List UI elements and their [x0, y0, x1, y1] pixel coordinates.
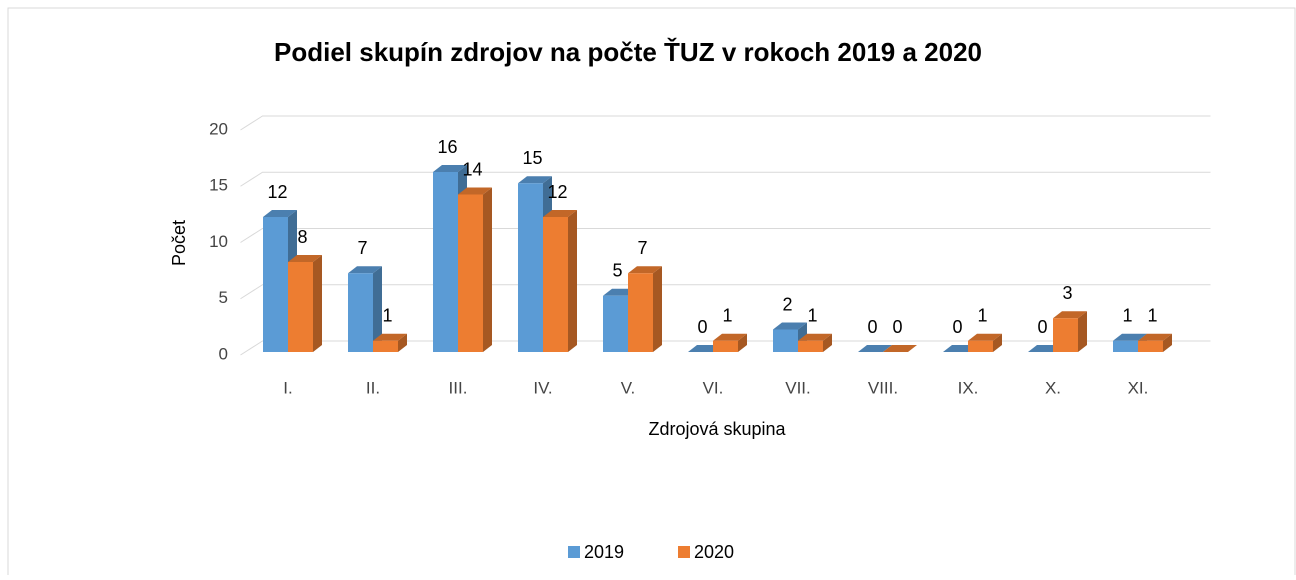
x-tick-label: IX.	[958, 378, 979, 397]
data-label: 14	[462, 159, 482, 179]
bar	[798, 341, 823, 352]
data-label: 1	[1147, 306, 1157, 326]
y-tick-label: 15	[209, 176, 228, 195]
bar-side	[313, 255, 322, 352]
bar	[518, 183, 543, 352]
legend-swatch	[568, 546, 580, 558]
bar	[543, 217, 568, 352]
bar	[288, 262, 313, 352]
data-label: 7	[637, 238, 647, 258]
y-tick-label: 0	[219, 344, 228, 363]
bar	[263, 217, 288, 352]
data-label: 8	[297, 227, 307, 247]
data-label: 0	[1037, 317, 1047, 337]
bar	[968, 341, 993, 352]
chart-title: Podiel skupín zdrojov na počte ŤUZ v rok…	[274, 37, 982, 67]
x-tick-label: X.	[1045, 378, 1061, 397]
y-tick-label: 10	[209, 232, 228, 251]
bar	[348, 273, 373, 352]
data-label: 12	[547, 182, 567, 202]
data-label: 0	[952, 317, 962, 337]
x-tick-label: I.	[283, 378, 292, 397]
x-axis-label: Zdrojová skupina	[648, 419, 786, 439]
data-label: 0	[697, 317, 707, 337]
data-label: 12	[267, 182, 287, 202]
x-tick-label: III.	[449, 378, 468, 397]
data-label: 1	[977, 306, 987, 326]
bar-side	[483, 188, 492, 353]
data-label: 16	[437, 137, 457, 157]
bar-side	[653, 266, 662, 352]
x-tick-label: V.	[621, 378, 636, 397]
data-label: 0	[892, 317, 902, 337]
x-tick-label: VII.	[785, 378, 811, 397]
data-label: 3	[1062, 283, 1072, 303]
legend-label: 2020	[694, 542, 734, 562]
bar	[1138, 341, 1163, 352]
x-tick-label: VI.	[703, 378, 724, 397]
legend-swatch	[678, 546, 690, 558]
bar	[773, 330, 798, 353]
bar-side	[568, 210, 577, 352]
bar	[1053, 318, 1078, 352]
bar	[433, 172, 458, 352]
data-label: 7	[357, 238, 367, 258]
bar	[713, 341, 738, 352]
bar	[458, 195, 483, 353]
bar	[1113, 341, 1138, 352]
data-label: 1	[807, 306, 817, 326]
x-tick-label: II.	[366, 378, 380, 397]
x-tick-label: VIII.	[868, 378, 898, 397]
data-label: 0	[867, 317, 877, 337]
data-label: 1	[1122, 306, 1132, 326]
y-tick-label: 20	[209, 119, 228, 138]
data-label: 5	[612, 261, 622, 281]
bar	[628, 273, 653, 352]
bar	[373, 341, 398, 352]
y-tick-label: 5	[219, 288, 228, 307]
x-tick-label: XI.	[1128, 378, 1149, 397]
bar-side	[1078, 311, 1087, 352]
data-label: 1	[722, 306, 732, 326]
legend-label: 2019	[584, 542, 624, 562]
data-label: 2	[782, 294, 792, 314]
y-axis-label: Počet	[169, 220, 189, 266]
x-tick-label: IV.	[533, 378, 552, 397]
data-label: 15	[522, 148, 542, 168]
bar	[603, 296, 628, 352]
data-label: 1	[382, 306, 392, 326]
